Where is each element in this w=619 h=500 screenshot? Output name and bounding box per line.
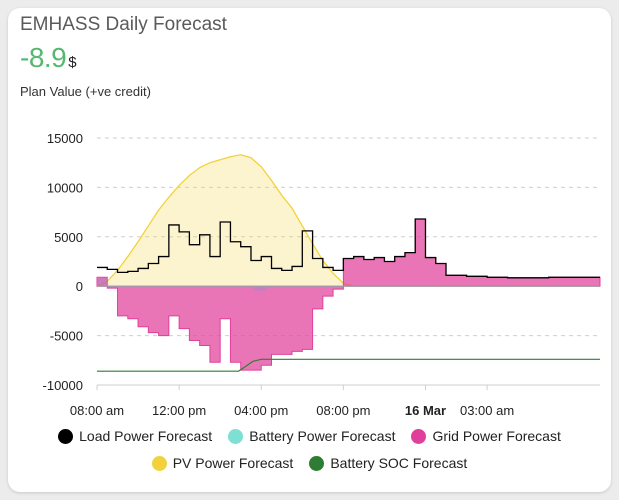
legend-item[interactable]: Load Power Forecast [58, 428, 212, 444]
legend-item[interactable]: Battery Power Forecast [228, 428, 395, 444]
legend-dot-icon [411, 428, 427, 444]
legend-dot-icon [58, 428, 74, 444]
x-tick-label: 16 Mar [405, 403, 446, 418]
plan-value-label: Plan Value (+ve credit) [20, 84, 151, 99]
y-tick-label: 0 [76, 279, 83, 294]
legend-row-1: Load Power Forecast Battery Power Forecas… [0, 428, 619, 444]
plan-value-number: -8.9 [20, 42, 67, 73]
legend-label: Battery SOC Forecast [330, 455, 468, 471]
load-power-line [97, 218, 600, 279]
card-title: EMHASS Daily Forecast [20, 14, 227, 35]
y-tick-label: 10000 [47, 180, 83, 195]
legend-label: Battery Power Forecast [249, 428, 396, 444]
y-tick-label: 15000 [47, 131, 83, 146]
legend-item[interactable]: PV Power Forecast [151, 455, 294, 471]
forecast-card [8, 8, 611, 492]
plan-value: -8.9 $ [20, 42, 77, 74]
legend-dot-icon [309, 455, 325, 471]
x-tick-label: 03:00 am [460, 403, 514, 418]
x-tick-label: 04:00 pm [234, 403, 288, 418]
x-tick-label: 12:00 pm [152, 403, 206, 418]
y-tick-label: 5000 [54, 230, 83, 245]
legend-item[interactable]: Grid Power Forecast [411, 428, 561, 444]
legend-row-2: PV Power Forecast Battery SOC Forecast [0, 455, 619, 471]
y-tick-label: -5000 [50, 329, 83, 344]
x-tick-label: 08:00 pm [316, 403, 370, 418]
legend-dot-icon [228, 428, 244, 444]
battery-soc-line [97, 358, 600, 372]
legend-label: Grid Power Forecast [432, 428, 561, 444]
plan-value-unit: $ [68, 54, 77, 71]
legend-dot-icon [151, 455, 167, 471]
legend-item[interactable]: Battery SOC Forecast [309, 455, 467, 471]
y-tick-label: -10000 [43, 378, 83, 393]
legend-label: Load Power Forecast [79, 428, 213, 444]
x-tick-label: 08:00 am [70, 403, 124, 418]
legend-label: PV Power Forecast [172, 455, 294, 471]
